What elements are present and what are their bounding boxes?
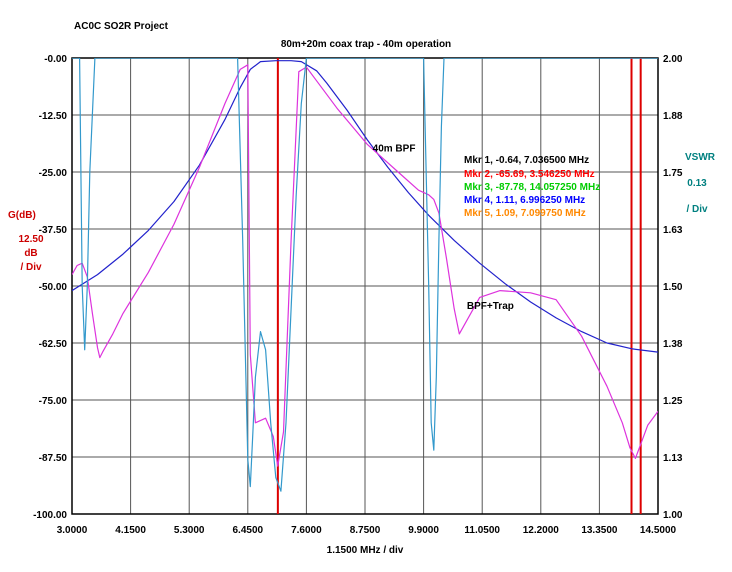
right-tick-label: 1.13 bbox=[663, 453, 683, 464]
right-tick-label: 1.38 bbox=[663, 339, 683, 350]
left-tick-label: -37.50 bbox=[39, 225, 68, 236]
marker-legend: Mkr 1, -0.64, 7.036500 MHz Mkr 2, -65.69… bbox=[464, 155, 600, 219]
series-layer bbox=[72, 58, 658, 492]
right-tick-label: 1.88 bbox=[663, 111, 683, 122]
left-tick-label: -25.00 bbox=[39, 168, 68, 179]
x-tick-label: 14.5000 bbox=[640, 525, 677, 536]
left-tick-label: -100.00 bbox=[33, 510, 67, 521]
x-tick-label: 7.6000 bbox=[291, 525, 322, 536]
left-axis-scale-div: / Div bbox=[20, 262, 42, 273]
left-axis-label: G(dB) bbox=[8, 210, 36, 221]
right-axis-ticks: 2.00 1.88 1.75 1.63 1.50 1.38 1.25 1.13 1.00 bbox=[663, 54, 683, 521]
marker-4-readout: Mkr 4, 1.11, 6.996250 MHz bbox=[464, 195, 585, 206]
x-tick-label: 13.3500 bbox=[581, 525, 618, 536]
left-tick-label: -0.00 bbox=[44, 54, 67, 65]
x-tick-label: 6.4500 bbox=[233, 525, 264, 536]
annotation-40m-bpf: 40m BPF bbox=[373, 143, 416, 154]
marker-5-readout: Mkr 5, 1.09, 7.099750 MHz bbox=[464, 208, 586, 219]
right-axis-scale-value: 0.13 bbox=[687, 178, 707, 189]
right-tick-label: 1.75 bbox=[663, 168, 683, 179]
right-tick-label: 1.00 bbox=[663, 510, 683, 521]
series-line-3 bbox=[72, 58, 658, 492]
right-axis-label: VSWR bbox=[685, 152, 716, 163]
right-tick-label: 1.63 bbox=[663, 225, 683, 236]
project-title: AC0C SO2R Project bbox=[74, 21, 169, 32]
x-tick-label: 5.3000 bbox=[174, 525, 205, 536]
x-axis-ticks: 3.0000 4.1500 5.3000 6.4500 7.6000 8.7500 9.90… bbox=[57, 525, 677, 536]
right-axis-scale-div: / Div bbox=[686, 204, 708, 215]
series-line-1 bbox=[72, 60, 658, 353]
series-line-2 bbox=[72, 64, 658, 467]
left-tick-label: -12.50 bbox=[39, 111, 68, 122]
x-tick-label: 11.0500 bbox=[464, 525, 500, 536]
left-axis-ticks: -0.00 -12.50 -25.00 -37.50 -50.00 -62.50 -75.0… bbox=[33, 54, 67, 521]
x-tick-label: 9.9000 bbox=[408, 525, 439, 536]
annotation-bpf-trap: BPF+Trap bbox=[467, 301, 514, 312]
x-tick-label: 3.0000 bbox=[57, 525, 88, 536]
right-tick-label: 1.50 bbox=[663, 282, 683, 293]
chart-title: 80m+20m coax trap - 40m operation bbox=[281, 39, 451, 50]
left-axis-scale-value: 12.50 bbox=[18, 234, 43, 245]
right-tick-label: 1.25 bbox=[663, 396, 683, 407]
left-axis-scale-unit: dB bbox=[24, 248, 37, 259]
x-tick-label: 8.7500 bbox=[350, 525, 381, 536]
plot-grid bbox=[72, 58, 658, 514]
right-tick-label: 2.00 bbox=[663, 54, 683, 65]
marker-3-readout: Mkr 3, -87.78, 14.057250 MHz bbox=[464, 182, 600, 193]
marker-lines bbox=[276, 58, 642, 514]
marker-1-readout: Mkr 1, -0.64, 7.036500 MHz bbox=[464, 155, 589, 166]
x-tick-label: 12.2000 bbox=[523, 525, 560, 536]
left-tick-label: -87.50 bbox=[39, 453, 68, 464]
x-tick-label: 4.1500 bbox=[115, 525, 146, 536]
left-tick-label: -50.00 bbox=[39, 282, 68, 293]
x-axis-label: 1.1500 MHz / div bbox=[327, 545, 404, 556]
marker-2-readout: Mkr 2, -65.69, 3.546250 MHz bbox=[464, 169, 595, 180]
left-tick-label: -62.50 bbox=[39, 339, 68, 350]
left-tick-label: -75.00 bbox=[39, 396, 68, 407]
